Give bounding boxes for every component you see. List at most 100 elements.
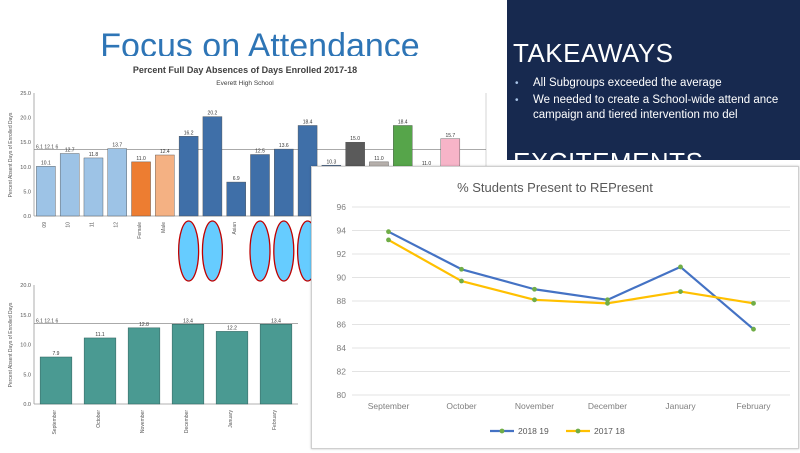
- x-tick-label: Asian: [232, 222, 238, 235]
- data-point: [459, 278, 464, 284]
- x-tick-label: January: [665, 401, 696, 411]
- y-axis-label: Percent Absent Days of Enrolled Days: [8, 112, 14, 197]
- takeaway-item: We needed to create a School-wide attend…: [513, 93, 797, 123]
- data-label: 10.1: [41, 160, 51, 166]
- data-label: 13.4: [271, 318, 281, 324]
- y-tick-label: 20.0: [20, 283, 31, 289]
- data-label: 12.5: [255, 149, 265, 155]
- y-tick-label: 0.0: [23, 214, 31, 220]
- y-tick-label: 15.0: [20, 140, 31, 146]
- data-point: [751, 326, 756, 332]
- data-point: [678, 264, 683, 270]
- bar: [83, 157, 104, 217]
- data-label: 15.7: [445, 133, 455, 139]
- legend-label: 2017 18: [594, 426, 625, 436]
- legend-marker: [499, 428, 505, 434]
- y-tick-label: 84: [337, 343, 347, 353]
- data-point: [386, 237, 391, 243]
- data-label: 11.0: [136, 156, 146, 162]
- x-tick-label: December: [184, 410, 190, 433]
- x-tick-label: Male: [161, 222, 167, 233]
- y-tick-label: 80: [337, 390, 347, 400]
- data-point: [459, 266, 464, 272]
- monthly-absence-chart: 0.0 5.0 10.0 15.0 20.0 Percent Absent Days of…: [8, 283, 298, 435]
- x-tick-label: November: [140, 410, 146, 433]
- x-tick-label: September: [368, 401, 410, 411]
- x-tick-label: 09: [42, 222, 48, 228]
- chart-subtitle: Everett High School: [216, 80, 274, 87]
- series-line: [387, 238, 754, 305]
- data-label: 16.2: [184, 130, 194, 136]
- x-tick-label: November: [515, 401, 554, 411]
- chart-title: % Students Present to REPresent: [457, 180, 653, 195]
- bar: [36, 166, 56, 217]
- bar: [59, 153, 80, 217]
- data-label: 15.0: [350, 136, 360, 142]
- bar: [215, 331, 249, 405]
- highlight-oval: [249, 220, 271, 282]
- data-label: 12.4: [160, 149, 170, 155]
- data-label: 12.2: [227, 325, 237, 331]
- x-tick-label: 12: [113, 222, 119, 228]
- data-label: 12.8: [139, 322, 149, 328]
- takeaway-item: All Subgroups exceeded the average: [513, 76, 797, 91]
- data-label: 11.1: [95, 332, 105, 338]
- highlight-oval: [273, 220, 295, 282]
- data-point: [532, 297, 537, 303]
- bar: [131, 161, 151, 217]
- highlight-oval: [201, 220, 224, 282]
- bar: [171, 324, 205, 405]
- data-label: 18.4: [398, 119, 408, 125]
- y-tick-label: 90: [337, 273, 347, 283]
- x-tick-label: December: [588, 401, 627, 411]
- series-line: [387, 230, 755, 331]
- slide-title: Focus on Attendance: [100, 27, 420, 56]
- x-tick-label: 11: [89, 222, 95, 227]
- bar: [178, 136, 199, 217]
- takeaways-panel: TAKEAWAYS All Subgroups exceeded the ave…: [507, 0, 800, 160]
- y-tick-label: 96: [337, 202, 347, 212]
- data-label: 11.8: [89, 152, 99, 158]
- attendance-line-chart-card: % Students Present to REPresent 80 82 84 86 8…: [311, 166, 799, 449]
- chart-title: Percent Full Day Absences of Days Enroll…: [133, 65, 357, 75]
- data-point: [532, 286, 537, 292]
- x-tick-label: 10: [66, 222, 72, 228]
- x-tick-label: February: [736, 401, 771, 411]
- y-tick-label: 20.0: [20, 116, 31, 122]
- bar: [274, 148, 294, 217]
- y-tick-label: 10.0: [20, 165, 31, 171]
- data-label: 10.3: [327, 159, 337, 165]
- bar: [127, 327, 161, 405]
- bar: [39, 356, 73, 405]
- y-axis-label: Percent Absent Days of Enrolled Days: [8, 302, 14, 387]
- x-tick-label: October: [446, 401, 476, 411]
- data-label: 12.7: [65, 148, 75, 154]
- takeaways-list: All Subgroups exceeded the average We ne…: [513, 76, 797, 125]
- data-point: [386, 229, 391, 235]
- legend-label: 2018 19: [518, 426, 549, 436]
- bar: [202, 116, 223, 217]
- data-label: 18.4: [303, 119, 313, 125]
- data-label: 6.9: [233, 176, 240, 182]
- data-label: 20.2: [208, 111, 218, 117]
- reference-label: 6.1 12.1 6: [36, 145, 58, 151]
- y-tick-label: 10.0: [20, 343, 31, 349]
- x-tick-label: October: [96, 410, 102, 428]
- y-tick-label: 88: [337, 296, 347, 306]
- data-label: 7.9: [53, 351, 60, 357]
- y-tick-label: 92: [337, 249, 347, 259]
- bar: [226, 181, 246, 217]
- data-point: [605, 297, 610, 303]
- x-tick-label: January: [228, 410, 234, 428]
- data-point: [678, 289, 683, 294]
- y-tick-label: 5.0: [23, 189, 31, 195]
- x-tick-label: September: [52, 410, 58, 435]
- data-label: 11.0: [422, 161, 432, 167]
- bar: [155, 154, 175, 217]
- bar: [259, 324, 293, 405]
- y-tick-label: 0.0: [23, 402, 31, 408]
- data-label: 13.6: [279, 143, 289, 149]
- data-label: 13.7: [112, 143, 122, 149]
- y-tick-label: 15.0: [20, 313, 31, 319]
- x-tick-label: Female: [137, 222, 143, 239]
